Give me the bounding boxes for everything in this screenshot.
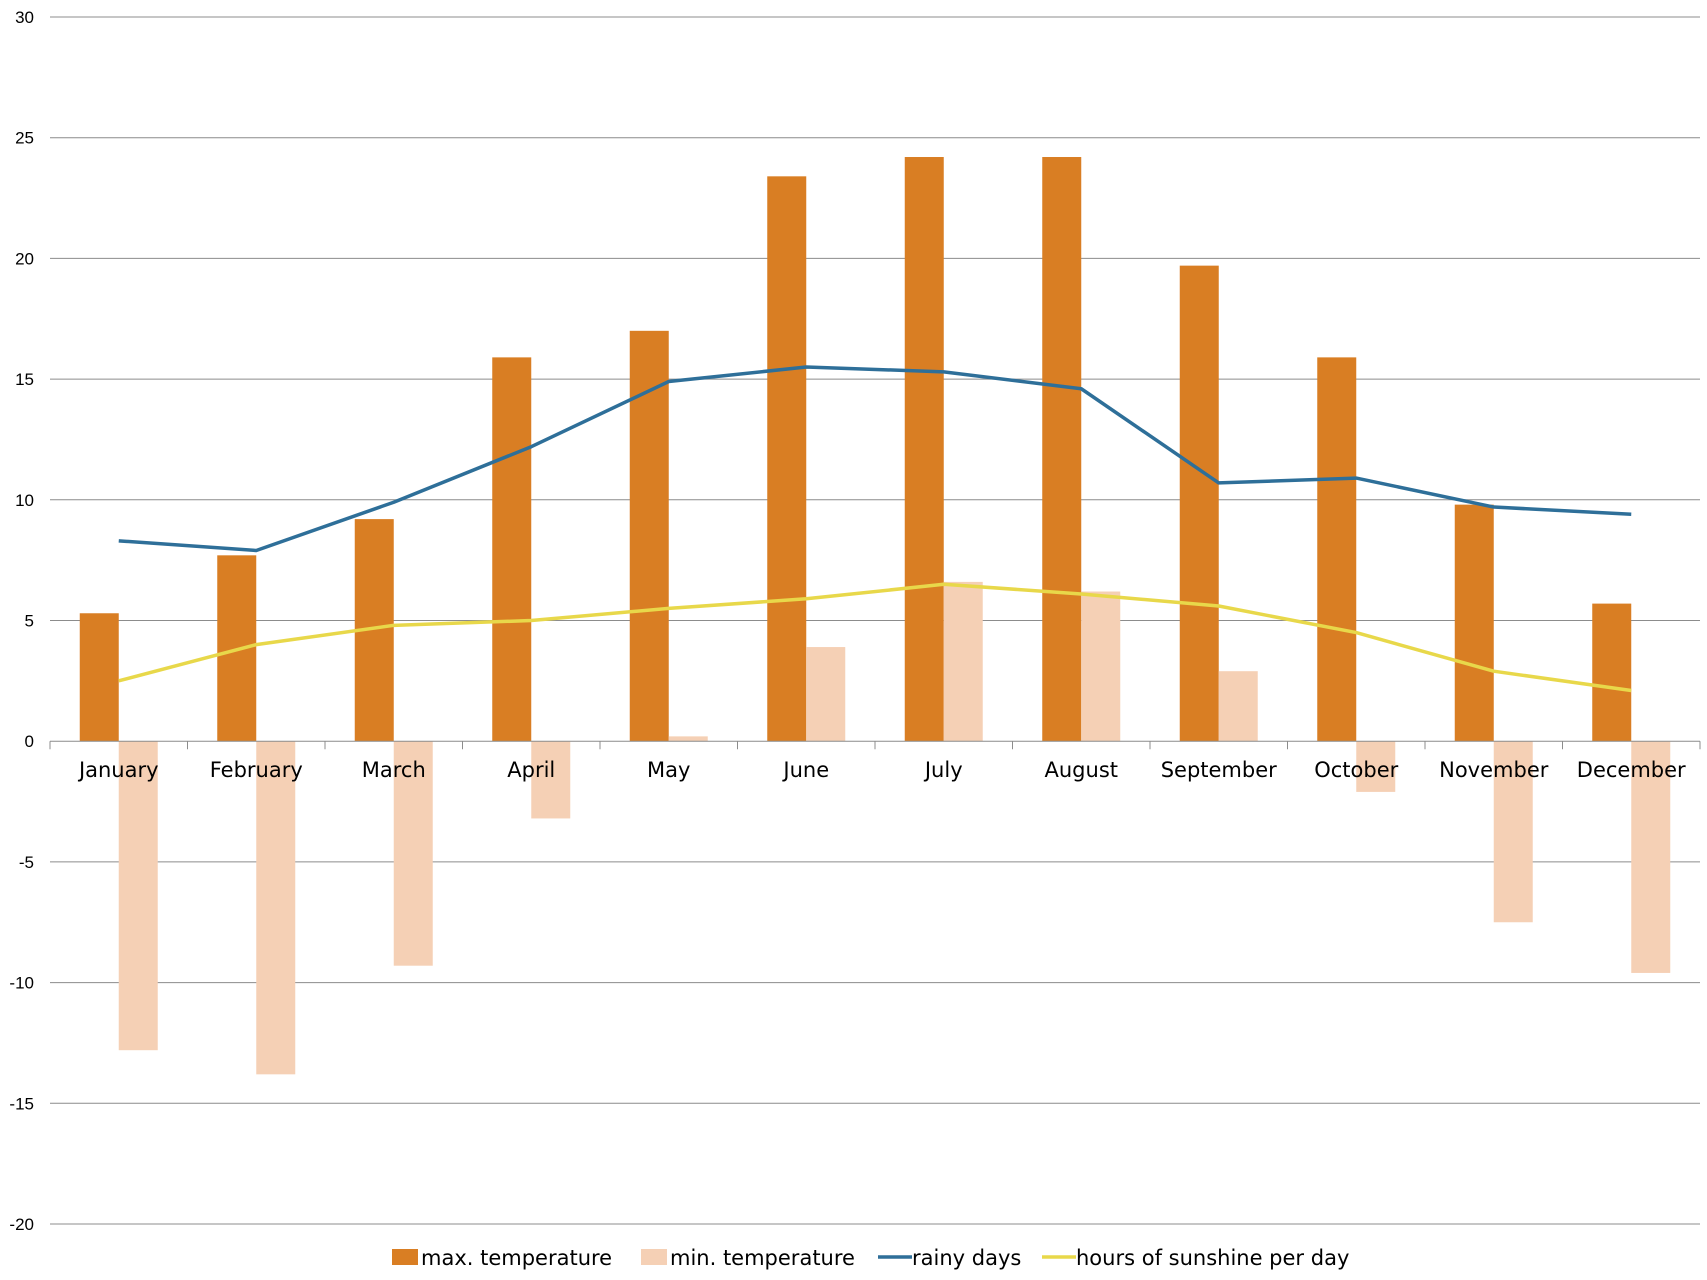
bars bbox=[79, 157, 1671, 1075]
bar-min-temperature-october bbox=[1356, 741, 1396, 792]
y-tick-label: 5 bbox=[25, 612, 34, 631]
y-tick-label: 25 bbox=[15, 129, 34, 148]
bar-min-temperature-april bbox=[531, 741, 571, 819]
y-tick-label: -5 bbox=[19, 853, 34, 872]
legend-label-rainy-days: rainy days bbox=[912, 1246, 1021, 1270]
x-tick-label: January bbox=[77, 758, 159, 782]
x-tick-label: November bbox=[1439, 758, 1549, 782]
bar-max-temperature-april bbox=[492, 357, 532, 742]
x-tick-label: August bbox=[1045, 758, 1119, 782]
bar-max-temperature-august bbox=[1042, 157, 1082, 742]
bar-max-temperature-december bbox=[1592, 603, 1632, 742]
line-hours-of-sunshine-per-day bbox=[118, 582, 1632, 693]
bar-max-temperature-november bbox=[1454, 504, 1494, 742]
legend: max. temperature min. temperature rainy da… bbox=[392, 1246, 1349, 1270]
legend-label-hours-of-sunshine-per-day: hours of sunshine per day bbox=[1076, 1246, 1349, 1270]
lines bbox=[118, 365, 1632, 693]
bar-min-temperature-june bbox=[806, 647, 846, 742]
bar-min-temperature-september bbox=[1218, 671, 1258, 742]
bar-max-temperature-september bbox=[1179, 265, 1219, 742]
bar-max-temperature-january bbox=[79, 613, 119, 742]
bar-min-temperature-november bbox=[1493, 741, 1533, 923]
x-tick-label: April bbox=[507, 758, 555, 782]
y-tick-label: 30 bbox=[15, 8, 34, 27]
bar-max-temperature-june bbox=[767, 176, 807, 742]
y-tick-label: -15 bbox=[9, 1094, 34, 1113]
y-tick-label: 0 bbox=[25, 732, 34, 751]
bar-max-temperature-october bbox=[1317, 357, 1357, 742]
legend-swatch-min-temperature bbox=[641, 1249, 667, 1265]
x-tick-label: May bbox=[647, 758, 690, 782]
x-tick-label: December bbox=[1577, 758, 1686, 782]
y-tick-label: 20 bbox=[15, 249, 34, 268]
bar-min-temperature-december bbox=[1631, 741, 1671, 973]
bar-min-temperature-may bbox=[668, 736, 708, 742]
y-tick-label: -10 bbox=[9, 974, 34, 993]
y-axis-ticks: 30 25 20 15 10 5 0 -5 -10 -15 -20 bbox=[9, 8, 34, 1234]
line-rainy-days bbox=[118, 365, 1632, 553]
x-axis-labels: January February March April May June July Augu… bbox=[77, 758, 1686, 782]
x-tick-label: September bbox=[1161, 758, 1277, 782]
gridlines bbox=[50, 16, 1700, 1225]
bar-min-temperature-july bbox=[943, 581, 983, 742]
x-tick-label: October bbox=[1314, 758, 1398, 782]
y-tick-label: 15 bbox=[15, 370, 34, 389]
bar-min-temperature-january bbox=[118, 741, 158, 1051]
x-tick-label: July bbox=[923, 758, 963, 782]
bar-min-temperature-august bbox=[1081, 591, 1121, 742]
bar-max-temperature-july bbox=[904, 157, 944, 742]
legend-label-min-temperature: min. temperature bbox=[670, 1246, 855, 1270]
legend-label-max-temperature: max. temperature bbox=[421, 1246, 612, 1270]
x-axis-tick-marks bbox=[49, 741, 1701, 750]
y-tick-label: 10 bbox=[15, 491, 34, 510]
x-tick-label: February bbox=[210, 758, 303, 782]
legend-swatch-max-temperature bbox=[392, 1249, 418, 1265]
x-tick-label: March bbox=[362, 758, 426, 782]
x-tick-label: June bbox=[781, 758, 829, 782]
bar-min-temperature-february bbox=[256, 741, 296, 1075]
bar-min-temperature-march bbox=[393, 741, 433, 966]
y-tick-label: -20 bbox=[9, 1215, 34, 1234]
bar-max-temperature-may bbox=[629, 330, 669, 742]
